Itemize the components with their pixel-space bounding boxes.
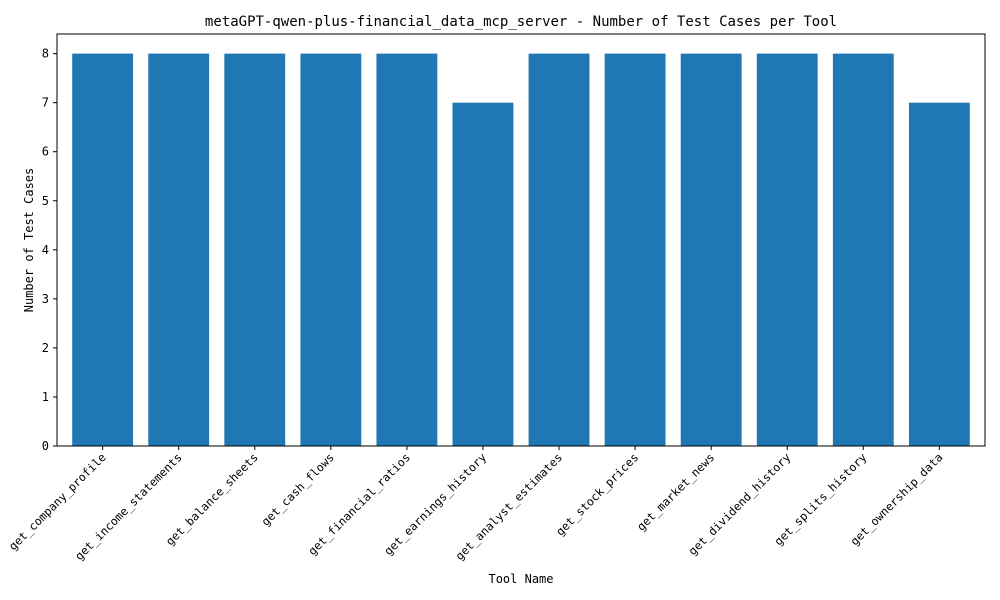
x-axis: get_company_profileget_income_statements…: [6, 446, 945, 563]
y-tick-label: 8: [42, 47, 49, 61]
bar: [832, 53, 894, 446]
bar: [300, 53, 362, 446]
x-tick-label: get_cash_flows: [259, 450, 337, 528]
plot-frame: [56, 33, 986, 447]
x-axis-label: Tool Name: [488, 572, 553, 586]
x-tick-label: get_market_news: [634, 450, 717, 533]
y-tick-label: 5: [42, 194, 49, 208]
x-tick-label: get_stock_prices: [553, 450, 641, 538]
bar: [528, 53, 590, 446]
y-tick-label: 3: [42, 292, 49, 306]
y-tick-label: 7: [42, 96, 49, 110]
y-tick-label: 0: [42, 439, 49, 453]
bar: [72, 53, 134, 446]
bar: [604, 53, 666, 446]
bar: [680, 53, 742, 446]
chart-title: metaGPT-qwen-plus-financial_data_mcp_ser…: [205, 14, 837, 30]
bar: [908, 102, 970, 447]
bar: [148, 53, 210, 446]
y-axis: 0 1 2 3 4 5 6 7 8: [42, 47, 57, 453]
y-tick-label: 4: [42, 243, 49, 257]
y-tick-label: 6: [42, 145, 49, 159]
bar: [376, 53, 438, 446]
y-tick-label: 1: [42, 390, 49, 404]
bar: [756, 53, 818, 446]
bar: [452, 102, 514, 447]
bar: [224, 53, 286, 446]
bars-group: [72, 53, 970, 447]
y-tick-label: 2: [42, 341, 49, 355]
y-axis-label: Number of Test Cases: [22, 168, 36, 313]
